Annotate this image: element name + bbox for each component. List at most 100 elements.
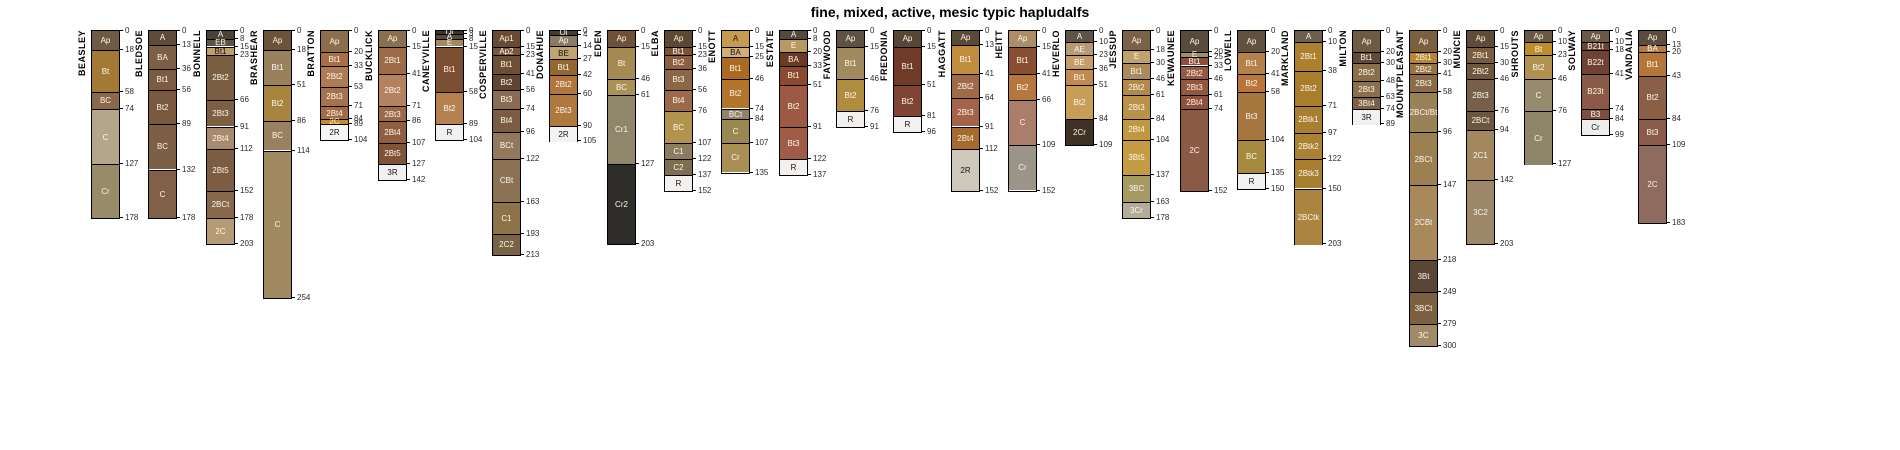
horizon-segment: Bt2 (780, 85, 807, 127)
depth-tick-label: 33 (354, 61, 363, 70)
depth-tick (749, 78, 753, 79)
depth-tick (348, 105, 352, 106)
profile-name: ELBA (650, 30, 660, 57)
depth-tick (1666, 75, 1670, 76)
profile-bar: Ap Bt BC Cr1 Cr2 (607, 30, 636, 245)
horizon-segment: 2Bt5 (207, 149, 234, 191)
profile-name: BUCKLICK (364, 30, 374, 81)
depth-tick (291, 150, 295, 151)
horizon-label: R (790, 162, 797, 172)
horizon-label: BA (788, 54, 799, 64)
depth-tick-label: 23 (526, 50, 535, 59)
depth-tick-label: 137 (1156, 170, 1170, 179)
horizon-label: Ap (1131, 35, 1142, 45)
depth-tick (1494, 62, 1498, 63)
depth-tick (692, 142, 696, 143)
depth-tick-label: 122 (1328, 154, 1342, 163)
depth-tick-label: 74 (1214, 104, 1223, 113)
depth-tick (1666, 44, 1670, 45)
horizon-label: Cr1 (615, 125, 628, 134)
horizon-segment: E (436, 39, 463, 47)
depth-tick-label: 18 (1615, 45, 1624, 54)
depth-tick-label: 0 (1558, 26, 1563, 35)
depth-tick (1150, 118, 1154, 119)
depth-tick-label: 0 (1615, 26, 1620, 35)
horizon-label: BC (672, 123, 685, 132)
horizon-label: BE (1074, 57, 1085, 67)
depth-tick-label: 74 (526, 104, 535, 113)
horizon-label: Ap (1590, 31, 1601, 41)
horizon-label: Ap (1475, 34, 1486, 43)
depth-tick-label: 0 (1500, 26, 1505, 35)
depth-tick-label: 0 (1042, 26, 1047, 35)
depth-tick (979, 30, 983, 31)
depth-tick (520, 46, 524, 47)
depth-tick-label: 0 (1099, 26, 1104, 35)
horizon-label: C1 (501, 213, 512, 223)
depth-tick (1265, 172, 1269, 173)
horizon-label: Bt2 (844, 90, 857, 100)
depth-tick-label: 15 (1500, 42, 1509, 51)
depth-tick (1437, 259, 1441, 260)
horizon-segment: 2BCt (1410, 132, 1437, 186)
horizon-label: Bt1 (1073, 72, 1086, 82)
depth-tick-label: 94 (1500, 125, 1509, 134)
horizon-segment: 2Bt2 (1181, 66, 1208, 80)
depth-tick (577, 30, 581, 31)
profile-name: HEITT (994, 30, 1004, 59)
horizon-segment: Bt1 (1009, 47, 1036, 74)
depth-tick-label: 279 (1443, 319, 1457, 328)
horizon-label: Bt1 (500, 60, 513, 69)
horizon-label: 2Bt1 (1472, 50, 1489, 60)
horizon-label: R (1248, 176, 1255, 186)
horizon-segment: C1 (493, 202, 520, 234)
horizon-segment: 2Btk1 (1295, 106, 1322, 133)
depth-tick (1552, 110, 1556, 111)
depth-tick (1380, 80, 1384, 81)
horizon-segment: B21t (1582, 42, 1609, 50)
depth-tick-label: 96 (927, 127, 936, 136)
depth-tick-label: 109 (1099, 140, 1113, 149)
horizon-segment: 2R (321, 124, 348, 140)
depth-tick (1322, 243, 1326, 244)
horizon-segment: Cr2 (608, 164, 635, 244)
horizon-segment: 2Bt1 (1410, 52, 1437, 63)
horizon-segment: 2BCt (1467, 111, 1494, 130)
horizon-label: 2Bt2 (1128, 82, 1145, 92)
depth-tick (291, 49, 295, 50)
depth-tick-label: 152 (1042, 186, 1056, 195)
depth-tick (1666, 118, 1670, 119)
depth-tick-label: 0 (583, 26, 588, 35)
horizon-label: BCt (728, 110, 743, 119)
depth-tick (1265, 91, 1269, 92)
depth-tick (1380, 108, 1384, 109)
horizon-segment: Ap (1525, 31, 1552, 42)
depth-tick (1150, 217, 1154, 218)
depth-tick-label: 0 (240, 26, 245, 35)
depth-tick-label: 15 (641, 42, 650, 51)
horizon-segment: Ap (665, 31, 692, 47)
depth-tick (119, 163, 123, 164)
profile-name: CANEYVILLE (421, 30, 431, 93)
depth-tick-label: 163 (1156, 197, 1170, 206)
horizon-segment: 3BC (1123, 175, 1150, 202)
horizon-segment: BC (665, 111, 692, 144)
depth-tick (577, 125, 581, 126)
horizon-segment: Bt3 (1238, 92, 1265, 140)
depth-tick-label: 13 (985, 40, 994, 49)
depth-tick (234, 30, 238, 31)
horizon-segment: Ap (1582, 31, 1609, 42)
depth-tick (176, 217, 180, 218)
profile-name: SOLWAY (1567, 30, 1577, 71)
horizon-segment: 2Bt2 (952, 74, 979, 98)
horizon-label: Bt1 (156, 75, 169, 84)
horizon-segment: Cr (1525, 111, 1552, 165)
horizon-segment: 2Bt3 (952, 98, 979, 126)
horizon-label: 2Bt3 (326, 92, 343, 101)
horizon-label: 2Btk2 (1298, 141, 1319, 151)
depth-tick-label: 41 (1443, 69, 1452, 78)
depth-tick (749, 108, 753, 109)
horizon-segment: EB (207, 39, 234, 47)
depth-tick (1150, 62, 1154, 63)
horizon-label: C (1019, 118, 1026, 127)
